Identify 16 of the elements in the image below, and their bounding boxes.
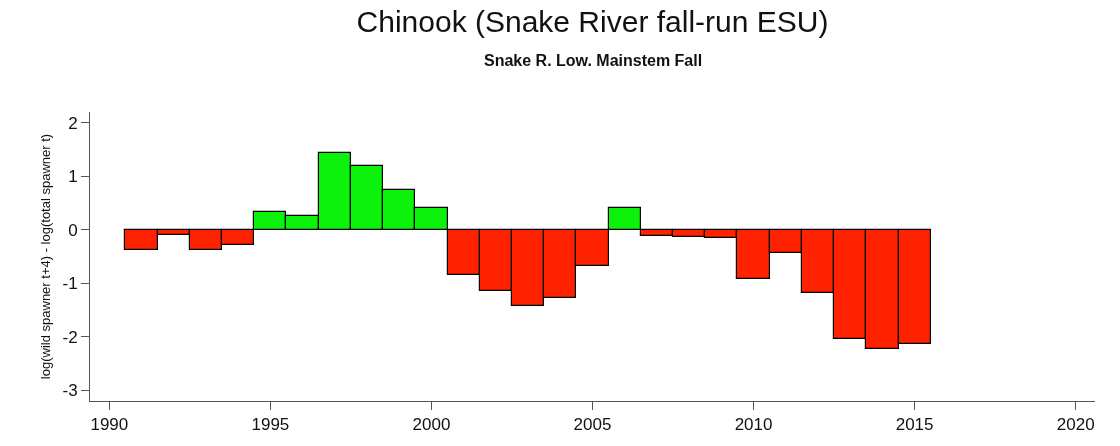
x-tick-label: 2005 xyxy=(573,415,612,435)
chart-subtitle: Snake R. Low. Mainstem Fall xyxy=(484,52,703,69)
x-tick-label: 2020 xyxy=(1056,415,1095,435)
y-tick-label: -1 xyxy=(62,274,78,294)
y-tick-label: 0 xyxy=(68,220,78,240)
y-axis-title: log(wild spawner t+4) - log(total spawner t) xyxy=(38,133,54,380)
y-tick-label: -2 xyxy=(62,327,78,347)
x-tick-label: 2000 xyxy=(412,415,451,435)
x-tick-label: 1990 xyxy=(90,415,129,435)
y-tick-label: 2 xyxy=(68,113,78,133)
x-tick-label: 2015 xyxy=(895,415,934,435)
x-tick-label: 2010 xyxy=(734,415,773,435)
chart-title: Chinook (Snake River fall-run ESU) xyxy=(356,5,829,39)
x-tick-label: 1995 xyxy=(251,415,290,435)
y-tick-label: -3 xyxy=(62,381,78,401)
y-tick-label: 1 xyxy=(68,167,78,187)
